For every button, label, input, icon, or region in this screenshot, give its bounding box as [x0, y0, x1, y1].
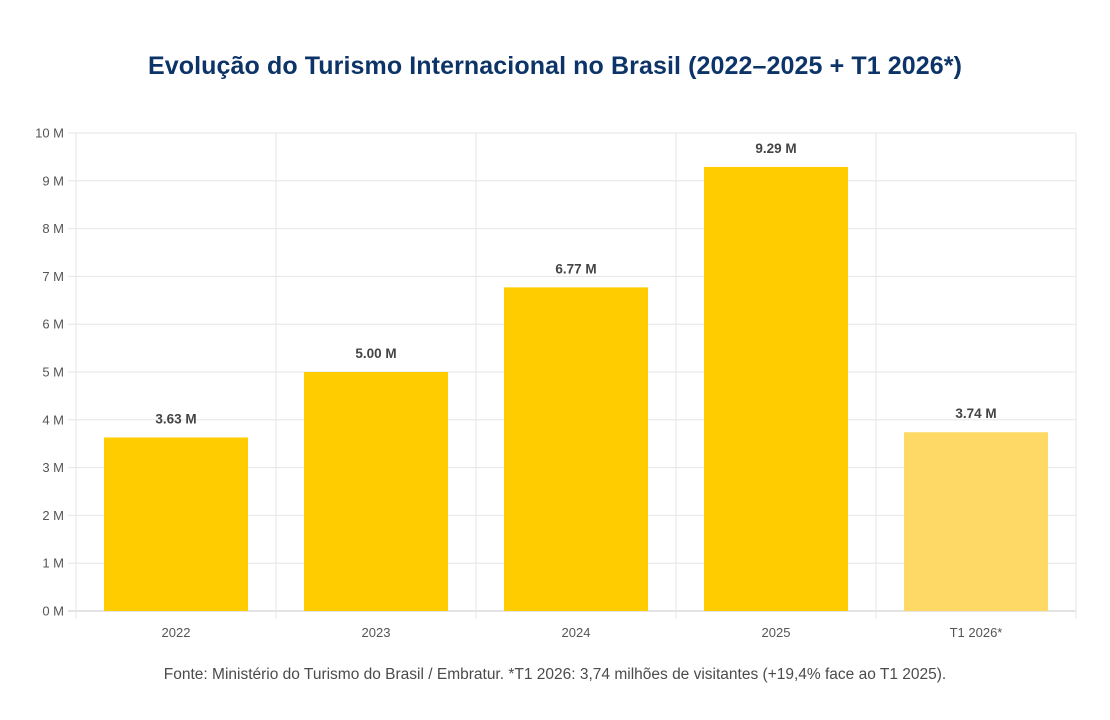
bars [104, 166, 1048, 612]
chart-title: Evolução do Turismo Internacional no Bra… [147, 52, 963, 80]
y-tick-label: 8 M [42, 221, 64, 236]
bar-value-label: 9.29 M [755, 141, 796, 156]
y-tick-label: 5 M [42, 365, 64, 380]
bar-2022 [104, 437, 248, 611]
bar-value-label: 6.77 M [555, 261, 596, 276]
y-tick-label: 0 M [42, 604, 64, 619]
x-tick-label: 2022 [162, 625, 191, 640]
chart-source-note: Fonte: Ministério do Turismo do Brasil /… [163, 666, 947, 683]
x-tick-label: 2025 [762, 625, 791, 640]
bar-2023 [304, 372, 448, 611]
y-tick-label: 9 M [42, 173, 64, 188]
x-tick-label: 2023 [362, 625, 391, 640]
data-labels: 3.63 M 5.00 M 6.77 M 9.29 M 3.74 M [155, 141, 996, 427]
bar-2024 [504, 287, 648, 611]
bar-2025 [704, 166, 848, 612]
x-tick-label: 2024 [562, 625, 591, 640]
y-tick-label: 1 M [42, 556, 64, 571]
y-tick-label: 7 M [42, 269, 64, 284]
bar-value-label: 5.00 M [355, 346, 396, 361]
y-tick-label: 10 M [35, 126, 64, 141]
y-tick-label: 2 M [42, 508, 64, 523]
axes: 0 M 1 M 2 M 3 M 4 M 5 M 6 M 7 M 8 M 9 M 10 M 2022 20… [35, 126, 1002, 641]
y-tick-label: 4 M [42, 412, 64, 427]
x-tick-label: T1 2026* [950, 625, 1003, 640]
bar-value-label: 3.74 M [955, 406, 996, 421]
bar-t1-2026 [904, 432, 1048, 611]
y-tick-label: 6 M [42, 317, 64, 332]
bar-value-label: 3.63 M [155, 411, 196, 426]
y-tick-label: 3 M [42, 460, 64, 475]
